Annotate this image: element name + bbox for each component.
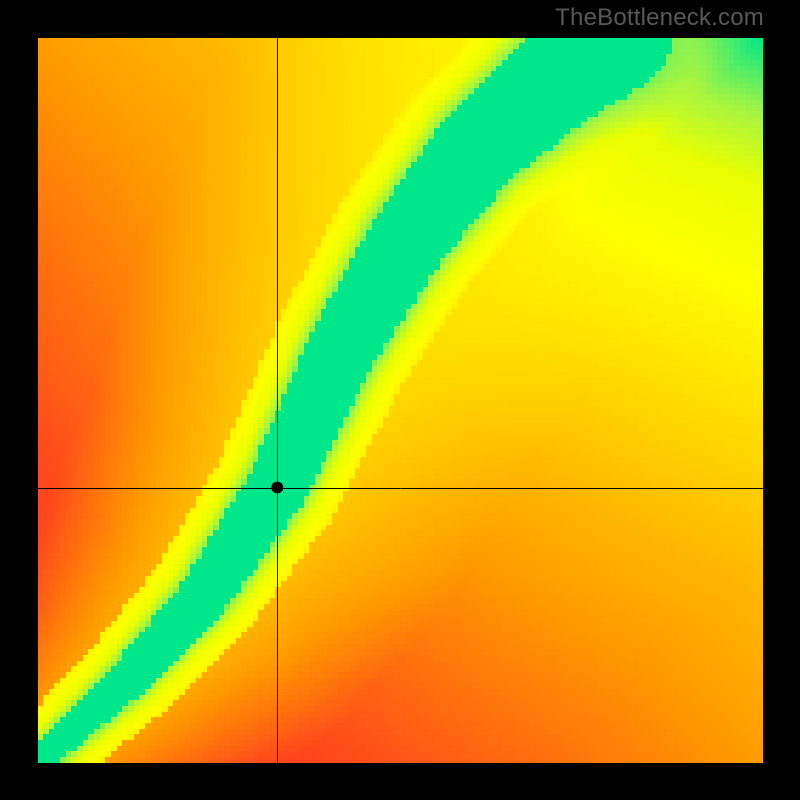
heatmap-canvas bbox=[38, 38, 763, 763]
watermark-text: TheBottleneck.com bbox=[555, 4, 764, 32]
